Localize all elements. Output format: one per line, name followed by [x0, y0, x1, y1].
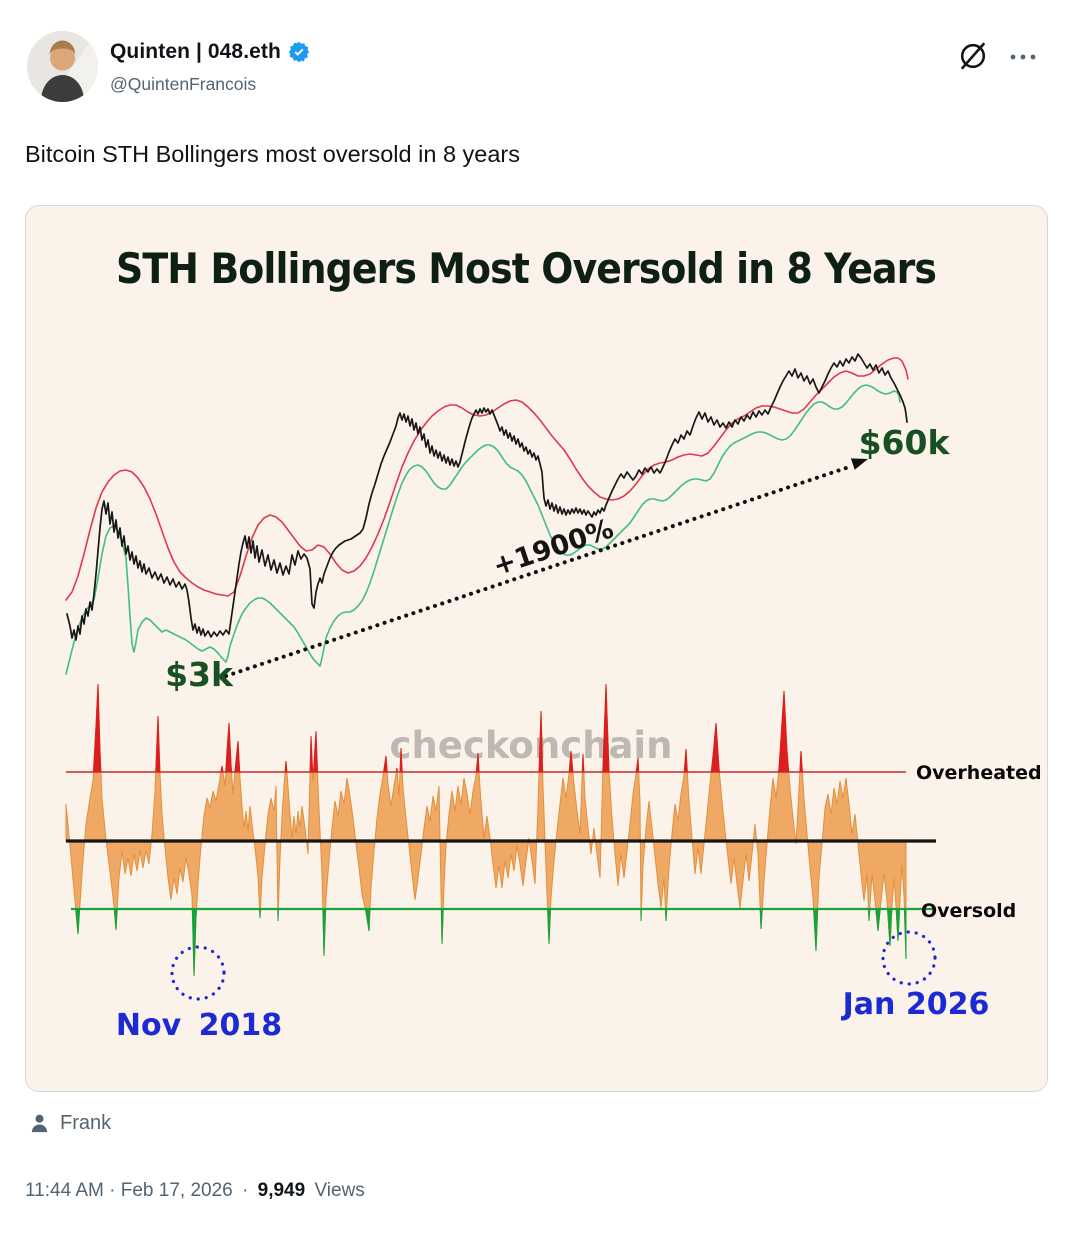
end-price-label: $60k: [859, 423, 951, 462]
price-panel-group: [65, 353, 909, 675]
tagged-user-name: Frank: [60, 1112, 112, 1134]
tagged-user-row[interactable]: Frank: [28, 1112, 111, 1135]
start-price-label: $3k: [165, 655, 234, 694]
oscillator-area-group: [65, 683, 907, 977]
overheated-label: Overheated: [916, 762, 1042, 784]
gain-arrow: [224, 458, 868, 678]
chart-image[interactable]: STH Bollingers Most Oversold in 8 Years …: [25, 205, 1048, 1092]
person-icon: [31, 1114, 48, 1133]
author-handle[interactable]: @QuintenFrancois: [110, 74, 257, 94]
event-circle-1: [881, 930, 937, 986]
more-options-button[interactable]: [1006, 47, 1040, 67]
lower-bollinger-band: [65, 384, 901, 675]
chart-title: STH Bollingers Most Oversold in 8 Years: [116, 244, 936, 293]
meta-separator: ·: [242, 1180, 249, 1201]
tweet-meta: 11:44 AM · Feb 17, 2026 · 9,949 Views: [25, 1180, 369, 1202]
views-label: Views: [314, 1180, 365, 1201]
views-count: 9,949: [257, 1180, 306, 1201]
watermark: checkonchain: [390, 724, 673, 767]
event-circles-group: [170, 930, 937, 1001]
tweet-text: Bitcoin STH Bollingers most oversold in …: [25, 141, 521, 167]
author-display-name[interactable]: Quinten | 048.eth: [110, 40, 281, 63]
event-circle-0: [170, 945, 226, 1001]
avatar-photo: [27, 31, 98, 102]
grok-actions-button[interactable]: [955, 38, 991, 74]
sth-bollinger-chart: STH Bollingers Most Oversold in 8 Years …: [65, 244, 1042, 1043]
event-label-nov-2018: Nov 2018: [116, 1008, 282, 1043]
ellipsis-icon: [1010, 54, 1036, 60]
event-label-jan-2026: Jan 2026: [841, 987, 990, 1022]
avatar[interactable]: [27, 31, 98, 102]
timestamp[interactable]: 11:44 AM · Feb 17, 2026: [25, 1180, 233, 1201]
oscillator-overheated-spikes: [92, 683, 803, 772]
oversold-label: Oversold: [921, 900, 1016, 922]
verified-badge-icon: [288, 41, 310, 63]
grok-circle-slash-icon: [960, 42, 986, 70]
btc-price: [66, 353, 908, 641]
author-row: Quinten | 048.eth: [110, 40, 310, 64]
gain-percent-label: +1900%: [489, 513, 617, 582]
upper-bollinger-band: [65, 357, 909, 601]
